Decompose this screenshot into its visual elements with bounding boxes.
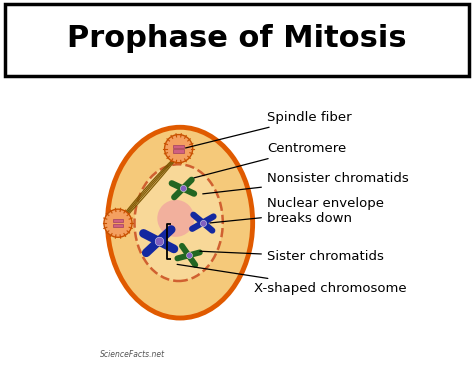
Text: Centromere: Centromere	[194, 142, 346, 178]
Text: Nuclear envelope
breaks down: Nuclear envelope breaks down	[210, 197, 384, 225]
Bar	[113, 224, 123, 227]
Ellipse shape	[104, 209, 132, 237]
Bar	[113, 219, 123, 222]
Text: ScienceFacts.net: ScienceFacts.net	[100, 350, 165, 359]
Ellipse shape	[135, 164, 223, 281]
Bar	[173, 145, 184, 148]
Text: Sister chromatids: Sister chromatids	[200, 250, 384, 263]
Text: Spindle fiber: Spindle fiber	[186, 111, 352, 148]
Text: X-shaped chromosome: X-shaped chromosome	[177, 264, 407, 295]
Bar	[173, 150, 184, 153]
Ellipse shape	[108, 127, 253, 318]
Text: Nonsister chromatids: Nonsister chromatids	[203, 172, 409, 194]
Ellipse shape	[164, 135, 193, 163]
Ellipse shape	[157, 200, 194, 237]
Text: Prophase of Mitosis: Prophase of Mitosis	[67, 24, 407, 53]
